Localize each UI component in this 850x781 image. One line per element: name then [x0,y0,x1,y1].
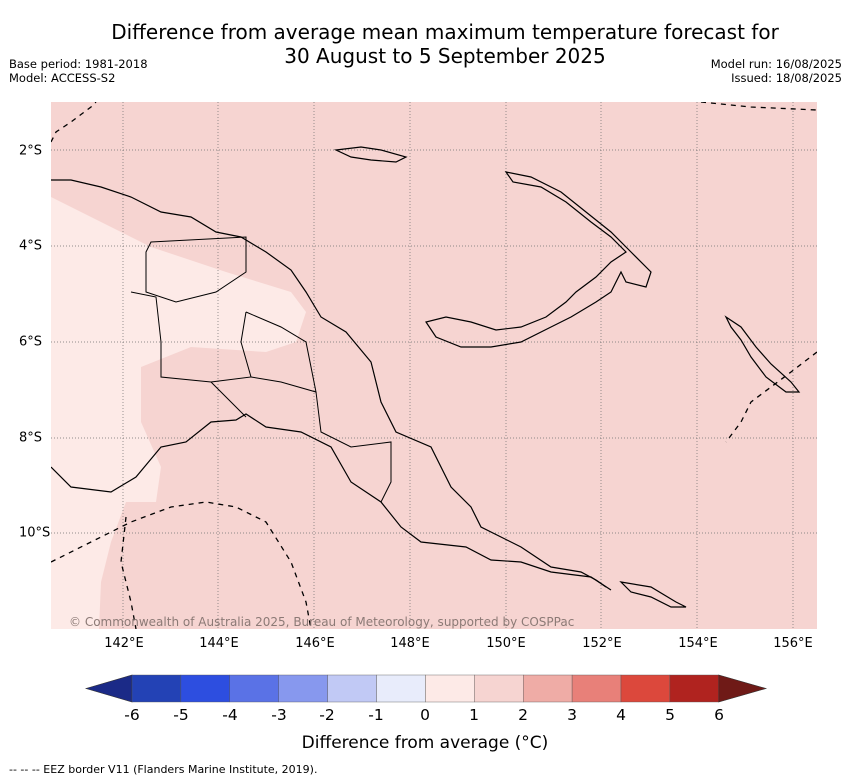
base-period: Base period: 1981-2018 [9,57,148,71]
title-line-2: 30 August to 5 September 2025 [284,44,606,68]
map-canvas [51,102,817,629]
title-line-1: Difference from average mean maximum tem… [111,20,779,44]
colorbar-segment [620,674,671,703]
colorbar-tick: -6 [124,706,140,724]
colorbar-segment [229,674,279,703]
colorbar-tick: -1 [368,706,384,724]
lat-label: 4°S [19,238,43,254]
lat-label: 2°S [19,143,43,159]
lat-label: 10°S [19,525,51,541]
anomaly-fill-1-2 [51,102,817,629]
lon-label: 148°E [390,636,430,651]
mainland-south-coast [51,413,612,591]
eez-legend-note: -- -- -- EEZ border V11 (Flanders Marine… [9,763,318,776]
issued-date: Issued: 18/08/2025 [731,71,842,85]
model-run: Model run: 16/08/2025 [710,57,842,71]
colorbar-segment [131,674,182,703]
bougainville-coast [724,315,801,393]
new-britain-coast [425,171,652,348]
colorbar-segment [327,674,377,703]
colorbar-segment [278,674,328,703]
colorbar-tick: -5 [173,706,189,724]
colorbar-tick: -4 [222,706,238,724]
map-title: Difference from average mean maximum tem… [60,20,830,68]
eez-border-east [725,351,817,443]
island-chain-coast [619,581,687,608]
eez-border-torres [120,516,137,629]
colorbar-segment [376,674,426,703]
colorbar-segment [571,674,622,703]
colorbar-tick: -2 [319,706,335,724]
lon-label: 150°E [486,636,526,651]
colorbar [84,674,768,703]
lon-label: 152°E [582,636,622,651]
meta-right: Model run: 16/08/2025 Issued: 18/08/2025 [711,57,842,85]
graticule [51,102,817,629]
lon-label: 156°E [773,636,813,651]
colorbar-tick: -3 [271,706,287,724]
coastlines [51,146,801,608]
eez-border-south [51,501,312,629]
eez-borders [51,102,817,629]
lat-label: 8°S [19,430,43,446]
colorbar-tick: 2 [518,706,528,724]
colorbar-extend-low [84,674,133,703]
model-name: Model: ACCESS-S2 [9,71,116,85]
colorbar-tick: 5 [665,706,675,724]
lon-label: 146°E [295,636,335,651]
lon-label: 154°E [678,636,718,651]
colorbar-tick: 1 [469,706,479,724]
lon-label: 142°E [104,636,144,651]
colorbar-tick: 6 [714,706,724,724]
lon-label: 144°E [199,636,239,651]
colorbar-segment [425,674,475,703]
colorbar-tick: 3 [567,706,577,724]
colorbar-extend-high [718,674,768,703]
colorbar-tick: 0 [420,706,430,724]
copyright-credit: © Commonwealth of Australia 2025, Bureau… [69,615,575,629]
meta-left: Base period: 1981-2018 Model: ACCESS-S2 [9,57,148,85]
forecast-map[interactable] [51,102,817,629]
manus-island-coast [333,146,408,163]
colorbar-label: Difference from average (°C) [301,733,549,753]
anomaly-fill-0-1 [51,197,306,629]
mainland-north-coast [51,179,607,588]
colorbar-segment [474,674,524,703]
colorbar-tick: 4 [616,706,626,724]
lat-label: 6°S [19,334,43,350]
colorbar-segment [523,674,573,703]
colorbar-segment [180,674,230,703]
province-borders [130,236,392,503]
colorbar-segment [669,674,720,703]
eez-border-northeast [700,102,817,111]
